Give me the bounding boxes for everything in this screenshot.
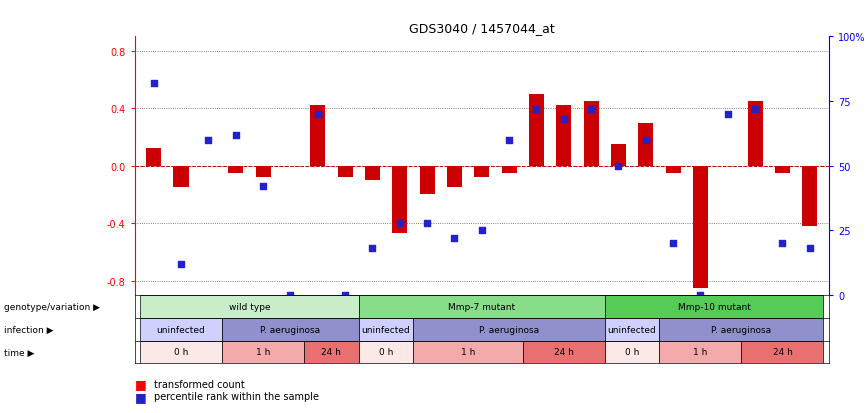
Point [803, 245, 817, 252]
Text: transformed count: transformed count [154, 379, 245, 389]
Text: 1 h: 1 h [694, 348, 707, 356]
Bar [741, 341, 824, 363]
Bar [338, 166, 352, 178]
Bar [255, 166, 271, 178]
Text: 1 h: 1 h [461, 348, 476, 356]
Point [365, 245, 379, 252]
Point [556, 116, 570, 123]
Point [339, 292, 352, 299]
Point [475, 228, 489, 234]
Point [720, 111, 734, 118]
Point [584, 106, 598, 113]
Point [611, 163, 625, 170]
Text: 24 h: 24 h [321, 348, 341, 356]
Bar [174, 166, 188, 188]
Bar [523, 341, 605, 363]
Point [502, 137, 516, 144]
Point [694, 292, 707, 299]
Bar [413, 341, 523, 363]
Text: 1 h: 1 h [256, 348, 270, 356]
Bar [583, 102, 599, 166]
Text: 0 h: 0 h [174, 348, 188, 356]
Point [256, 183, 270, 190]
Point [284, 292, 298, 299]
Bar [419, 166, 435, 195]
Text: 24 h: 24 h [773, 348, 792, 356]
Bar [304, 341, 358, 363]
Bar [146, 149, 161, 166]
Bar [666, 166, 681, 173]
Bar [140, 295, 358, 318]
Text: percentile rank within the sample: percentile rank within the sample [154, 392, 319, 401]
Bar [802, 166, 818, 226]
Bar [447, 166, 462, 188]
Point [229, 132, 243, 139]
Bar [605, 295, 824, 318]
Bar [358, 341, 413, 363]
Text: P. aeruginosa: P. aeruginosa [479, 325, 539, 334]
Bar [310, 106, 326, 166]
Text: 0 h: 0 h [625, 348, 640, 356]
Bar [222, 341, 304, 363]
Text: uninfected: uninfected [608, 325, 656, 334]
Text: ■: ■ [135, 377, 147, 391]
Text: wild type: wild type [228, 302, 270, 311]
Point [775, 240, 789, 247]
Text: uninfected: uninfected [156, 325, 206, 334]
Text: 0 h: 0 h [378, 348, 393, 356]
Bar [228, 166, 243, 173]
Text: Mmp-10 mutant: Mmp-10 mutant [678, 302, 751, 311]
Point [311, 111, 325, 118]
Bar [502, 166, 516, 173]
Bar [775, 166, 790, 173]
Point [420, 220, 434, 226]
Bar [140, 341, 222, 363]
Text: time ▶: time ▶ [4, 348, 35, 356]
Point [666, 240, 680, 247]
Text: Mmp-7 mutant: Mmp-7 mutant [448, 302, 516, 311]
Bar [556, 106, 571, 166]
Bar [605, 318, 660, 341]
Bar [222, 318, 358, 341]
Bar [660, 318, 824, 341]
Text: P. aeruginosa: P. aeruginosa [260, 325, 320, 334]
Point [174, 261, 188, 268]
Text: genotype/variation ▶: genotype/variation ▶ [4, 302, 101, 311]
Point [529, 106, 543, 113]
Bar [474, 166, 490, 178]
Text: 24 h: 24 h [554, 348, 574, 356]
Bar [529, 95, 544, 166]
Text: P. aeruginosa: P. aeruginosa [712, 325, 772, 334]
Bar [392, 166, 407, 234]
Text: ■: ■ [135, 390, 147, 403]
Point [201, 137, 215, 144]
Point [147, 80, 161, 87]
Bar [365, 166, 380, 180]
Point [448, 235, 462, 242]
Bar [611, 145, 626, 166]
Bar [605, 341, 660, 363]
Point [748, 106, 762, 113]
Bar [358, 318, 413, 341]
Bar [358, 295, 605, 318]
Text: infection ▶: infection ▶ [4, 325, 54, 334]
Point [639, 137, 653, 144]
Bar [413, 318, 605, 341]
Point [393, 220, 407, 226]
Title: GDS3040 / 1457044_at: GDS3040 / 1457044_at [409, 21, 555, 35]
Bar [660, 341, 741, 363]
Bar [140, 318, 222, 341]
Bar [693, 166, 708, 288]
Bar [638, 123, 654, 166]
Bar [747, 102, 763, 166]
Text: uninfected: uninfected [362, 325, 411, 334]
